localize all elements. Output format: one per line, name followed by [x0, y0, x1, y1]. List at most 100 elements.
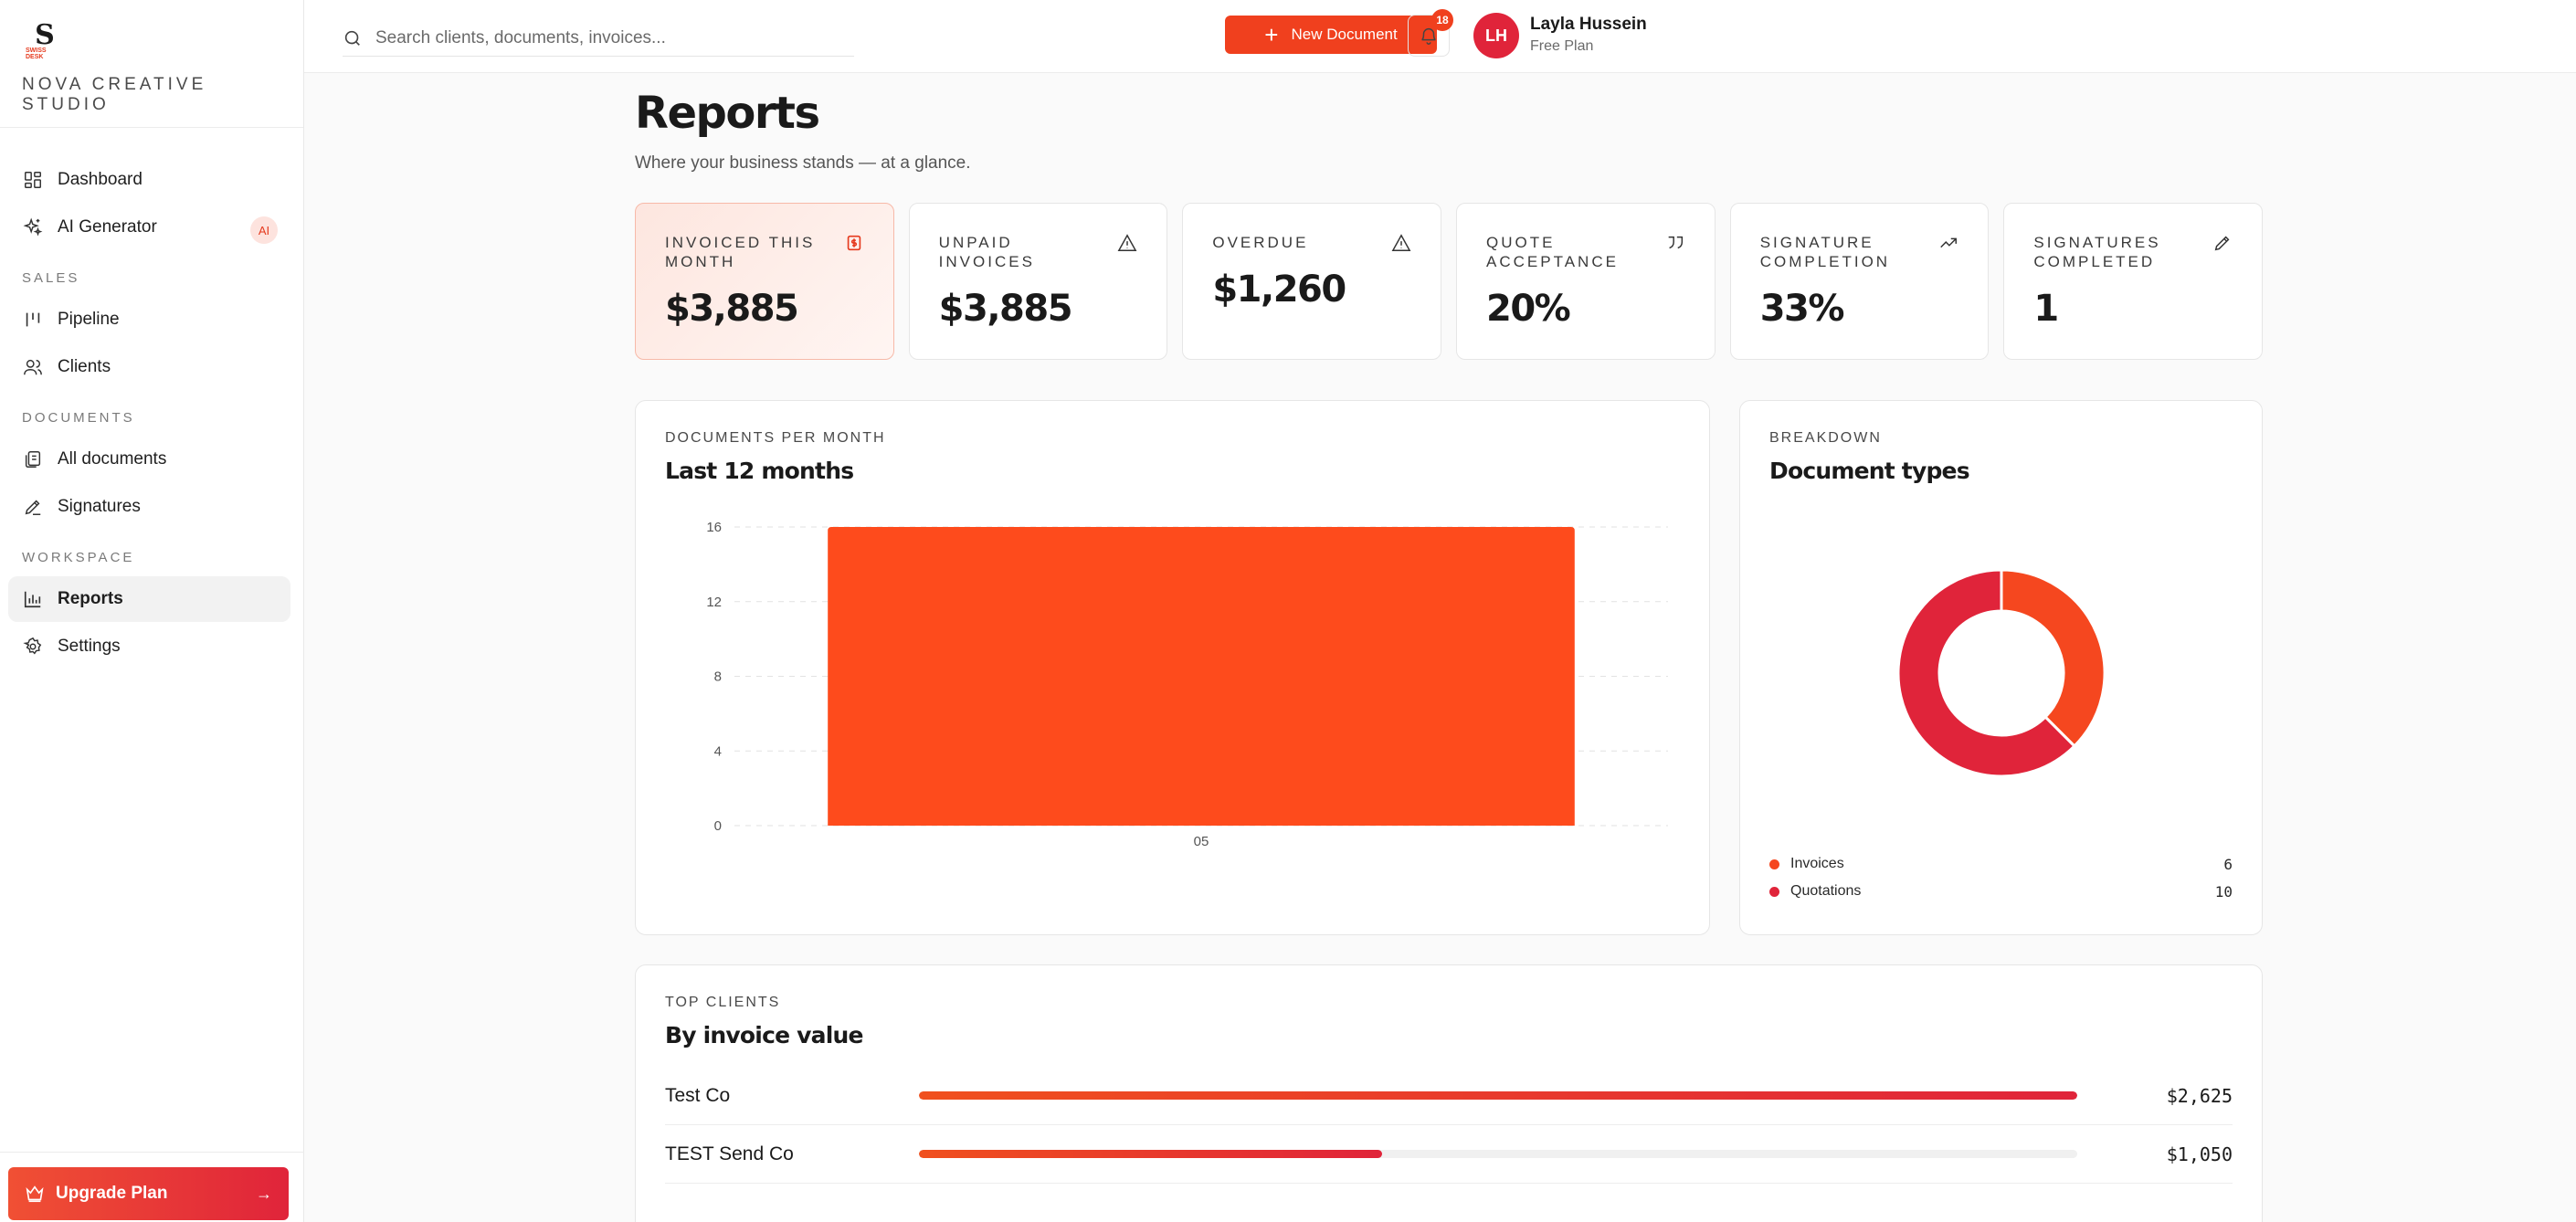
kpi-value: 33% — [1759, 288, 1845, 330]
logo[interactable]: S SWISS DESK — [26, 22, 64, 62]
sidebar-item-label: Clients — [58, 357, 111, 376]
kpi-row: INVOICED THIS MONTH $3,885 UNPAID INVOIC… — [635, 203, 2264, 360]
kpi-label: INVOICED THIS MONTH — [665, 234, 816, 270]
document-types-card: BREAKDOWN Document types Invoices 6 Quot… — [1739, 400, 2263, 935]
sidebar-item-pipeline[interactable]: Pipeline — [8, 297, 290, 342]
quote-icon — [1665, 233, 1685, 253]
card-title: Document types — [1769, 458, 1970, 484]
kpi-card-signatures-completed[interactable]: SIGNATURES COMPLETED 1 — [2003, 203, 2264, 360]
new-document-button[interactable]: + New Document — [1225, 16, 1437, 54]
sidebar-item-label: Dashboard — [58, 170, 143, 189]
client-bar-fill — [919, 1150, 1383, 1158]
sidebar-item-reports[interactable]: Reports — [8, 576, 290, 622]
sidebar-item-signatures[interactable]: Signatures — [8, 484, 290, 530]
new-document-label: New Document — [1291, 26, 1398, 43]
page-title: Reports — [635, 88, 820, 139]
kpi-value: $3,885 — [665, 288, 799, 330]
kpi-label: OVERDUE — [1212, 234, 1309, 251]
card-title: By invoice value — [665, 1022, 863, 1048]
sidebar-item-label: All documents — [58, 449, 167, 469]
notifications-button[interactable] — [1408, 15, 1450, 57]
ai-badge: AI — [250, 216, 278, 244]
top-clients-card: TOP CLIENTS By invoice value Test Co $2,… — [635, 964, 2263, 1222]
bar[interactable] — [828, 527, 1575, 826]
upgrade-plan-button[interactable]: Upgrade Plan → — [8, 1167, 289, 1220]
gear-icon — [23, 637, 43, 657]
notification-count-badge: 18 — [1431, 9, 1453, 31]
sidebar-item-all-documents[interactable]: All documents — [8, 437, 290, 482]
user-name[interactable]: Layla Hussein — [1530, 15, 1647, 34]
legend-item-quotations[interactable]: Quotations 10 — [1769, 878, 2233, 905]
kpi-label: UNPAID INVOICES — [938, 234, 1035, 270]
legend-label: Invoices — [1790, 856, 1844, 871]
document-types-donut — [1896, 568, 2106, 778]
kpi-card-overdue[interactable]: OVERDUE $1,260 — [1182, 203, 1442, 360]
warning-icon — [1391, 233, 1411, 253]
user-plan: Free Plan — [1530, 38, 1594, 54]
y-tick-label: 0 — [714, 818, 722, 834]
sidebar-item-label: Pipeline — [58, 310, 120, 329]
main-content: Reports Where your business stands — at … — [635, 73, 2264, 1222]
kpi-card-signature-completion[interactable]: SIGNATURE COMPLETION 33% — [1729, 203, 1990, 360]
trend-up-icon — [1938, 233, 1958, 253]
workspace-name: NOVA CREATIVE STUDIO — [22, 75, 207, 114]
y-tick-label: 16 — [706, 520, 722, 535]
bar-chart-icon — [23, 589, 43, 609]
brand: S SWISS DESK NOVA CREATIVE STUDIO — [0, 0, 303, 128]
kpi-value: $3,885 — [938, 288, 1073, 330]
kpi-label: SIGNATURE COMPLETION — [1759, 234, 1891, 270]
card-kicker: DOCUMENTS PER MONTH — [665, 430, 886, 446]
sidebar-item-settings[interactable]: Settings — [8, 624, 290, 669]
bell-icon — [1421, 28, 1436, 45]
sidebar-item-label: AI Generator — [58, 217, 157, 237]
donut-slice[interactable] — [1896, 568, 2077, 778]
sparkles-icon — [23, 217, 43, 237]
documents-icon — [23, 449, 43, 469]
kpi-card-invoiced[interactable]: INVOICED THIS MONTH $3,885 — [635, 203, 894, 360]
sidebar-divider — [0, 1152, 304, 1153]
section-label-sales: SALES — [22, 270, 80, 286]
sidebar-item-label: Signatures — [58, 497, 141, 516]
kpi-label: QUOTE ACCEPTANCE — [1486, 234, 1619, 270]
logo-letter: S — [35, 19, 55, 51]
arrow-right-icon: → — [256, 1184, 272, 1203]
pen-icon — [23, 497, 43, 517]
kpi-card-unpaid[interactable]: UNPAID INVOICES $3,885 — [908, 203, 1168, 360]
client-value: $1,050 — [2166, 1143, 2233, 1165]
plus-icon: + — [1264, 21, 1279, 48]
legend-item-invoices[interactable]: Invoices 6 — [1769, 850, 2233, 878]
avatar[interactable]: LH — [1473, 13, 1519, 58]
card-title: Last 12 months — [665, 458, 854, 484]
logo-text: SWISS DESK — [26, 47, 47, 60]
client-name: Test Co — [665, 1084, 731, 1106]
client-row[interactable]: TEST Send Co $1,050 — [665, 1125, 2233, 1184]
client-bar-track — [919, 1091, 2077, 1100]
kpi-card-quote-acceptance[interactable]: QUOTE ACCEPTANCE 20% — [1456, 203, 1716, 360]
section-label-documents: DOCUMENTS — [22, 410, 135, 426]
donut-slice[interactable] — [2000, 568, 2106, 749]
sidebar-item-dashboard[interactable]: Dashboard — [8, 157, 290, 203]
legend-value: 6 — [2223, 855, 2233, 873]
client-row[interactable]: Test Co $2,625 — [665, 1067, 2233, 1125]
users-icon — [23, 357, 43, 377]
crown-icon — [25, 1184, 45, 1204]
page-subtitle: Where your business stands — at a glance… — [635, 153, 971, 173]
client-name: TEST Send Co — [665, 1143, 794, 1164]
x-tick-label: 05 — [1194, 834, 1209, 849]
sidebar-item-ai-generator[interactable]: AI Generator AI — [8, 205, 290, 250]
sidebar-item-clients[interactable]: Clients — [8, 344, 290, 390]
legend-value: 10 — [2214, 882, 2233, 901]
legend-dot — [1769, 859, 1779, 869]
client-value: $2,625 — [2166, 1084, 2233, 1107]
kpi-value: 1 — [2033, 288, 2059, 330]
section-label-workspace: WORKSPACE — [22, 550, 135, 565]
pipeline-icon — [23, 310, 43, 330]
topbar: + New Document 18 LH Layla Hussein Free … — [304, 0, 2576, 73]
search-input[interactable] — [375, 27, 832, 48]
y-tick-label: 8 — [714, 669, 722, 685]
documents-per-month-card: DOCUMENTS PER MONTH Last 12 months 0 4 8 12… — [635, 400, 1710, 935]
kpi-label: SIGNATURES COMPLETED — [2033, 234, 2161, 270]
search-icon — [344, 30, 360, 46]
legend-label: Quotations — [1790, 883, 1862, 899]
dollar-icon — [844, 233, 864, 253]
